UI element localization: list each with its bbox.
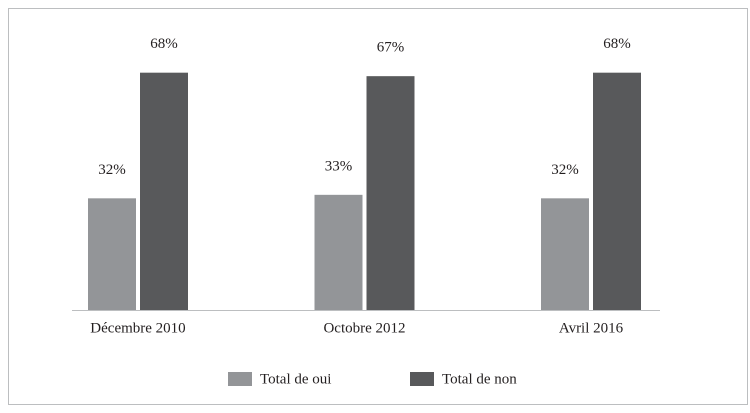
data-label: 32% [98,162,126,178]
x-tick-label: Avril 2016 [559,320,624,336]
legend-label: Total de oui [260,371,331,387]
bar [593,72,641,311]
x-tick-label: Octobre 2012 [323,320,405,336]
x-tick-label: Décembre 2010 [90,320,185,336]
data-label: 32% [551,162,579,178]
legend-label: Total de non [442,371,517,387]
legend-swatch [410,372,434,386]
frame [8,8,748,405]
legend-swatch [228,372,252,386]
data-label: 67% [377,40,405,56]
data-label: 68% [150,36,178,52]
bar [541,198,589,310]
bar [314,194,363,310]
data-label: 33% [325,158,353,174]
bar [140,72,188,311]
data-label: 68% [603,36,631,52]
bar [366,76,415,310]
bar [88,198,136,310]
